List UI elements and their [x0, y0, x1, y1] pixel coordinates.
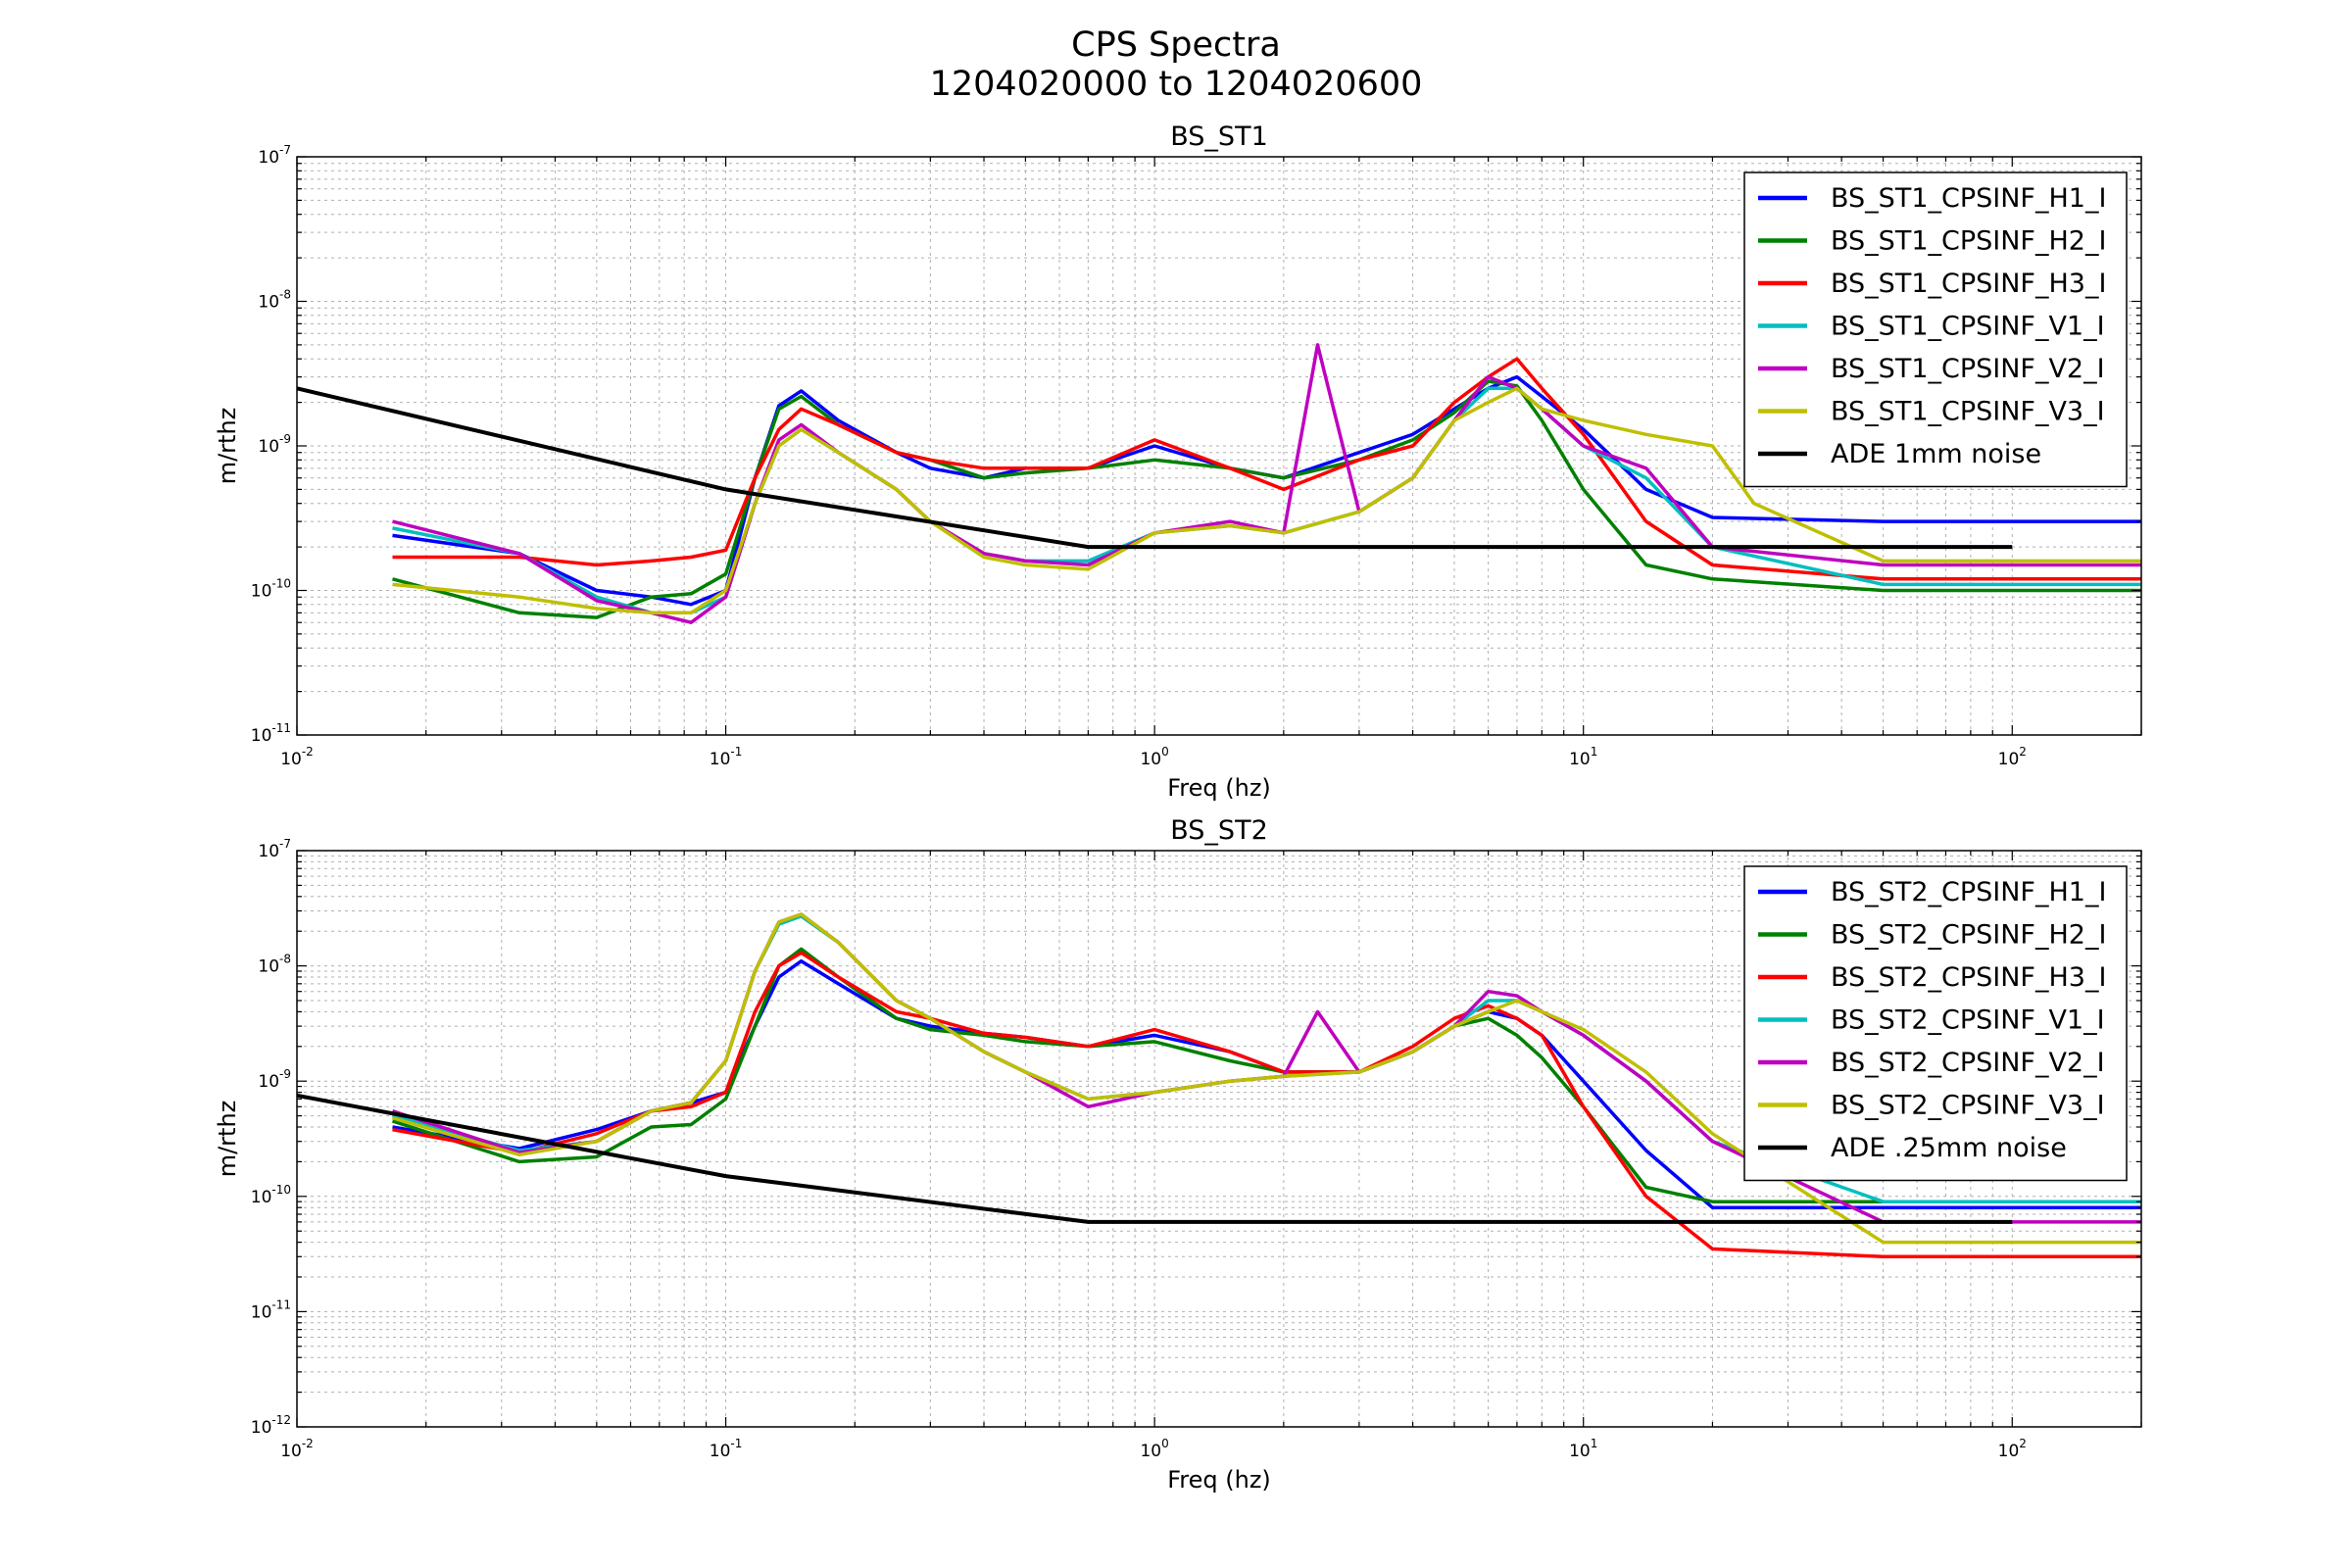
- legend-label: BS_ST2_CPSINF_V3_I: [1831, 1091, 2105, 1121]
- x-tick-label: 100: [1140, 1437, 1168, 1461]
- y-tick-label: 10-7: [258, 837, 291, 861]
- series-group: [297, 912, 2141, 1259]
- plot-panel-2: 10-2 10-1 100 101 102 10-12 10-11 10-10 10-9 10-8…: [214, 815, 2142, 1494]
- y-tick-label: 10-8: [258, 288, 291, 313]
- panel-title: BS_ST1: [1170, 122, 1268, 152]
- legend-label: BS_ST2_CPSINF_V2_I: [1831, 1048, 2105, 1078]
- axes-frame: [296, 850, 2142, 1428]
- legend-label: BS_ST2_CPSINF_H1_I: [1831, 877, 2106, 907]
- x-tick-label: 101: [1569, 745, 1597, 769]
- series-line-BS_ST2_CPSINF_V3_I: [392, 912, 2141, 1245]
- legend-label: BS_ST1_CPSINF_H3_I: [1831, 269, 2106, 299]
- x-tick-label: 10-1: [710, 745, 743, 769]
- legend-label: BS_ST2_CPSINF_H2_I: [1831, 920, 2106, 951]
- x-axis-label: Freq (hz): [1167, 774, 1271, 802]
- x-tick-label: 102: [1998, 1437, 2027, 1461]
- series-line-BS_ST1_CPSINF_H2_I: [392, 379, 2141, 619]
- x-tick-label: 100: [1140, 745, 1168, 769]
- legend-label: BS_ST1_CPSINF_H1_I: [1831, 183, 2106, 214]
- y-axis-label: m/rthz: [214, 1101, 241, 1178]
- y-tick-label: 10-10: [251, 577, 291, 602]
- y-tick-label: 10-11: [251, 721, 291, 746]
- legend-box: [1743, 865, 2128, 1182]
- x-tick-label: 10-2: [280, 1437, 314, 1461]
- legend: BS_ST1_CPSINF_H1_I BS_ST1_CPSINF_H2_I BS_S…: [1743, 172, 2128, 488]
- y-axis-label: m/rthz: [214, 408, 241, 485]
- grid-lines: [296, 157, 2142, 736]
- y-tick-label: 10-9: [258, 432, 291, 457]
- y-tick-label: 10-8: [258, 953, 291, 977]
- x-tick-label: 101: [1569, 1437, 1597, 1461]
- panel-title: BS_ST2: [1170, 815, 1268, 846]
- series-line-ADE 1mm noise: [297, 386, 2013, 550]
- y-tick-label: 10-12: [251, 1413, 291, 1438]
- legend-label: BS_ST1_CPSINF_V2_I: [1831, 354, 2105, 384]
- legend-label: ADE 1mm noise: [1831, 439, 2041, 469]
- legend-label: BS_ST1_CPSINF_V3_I: [1831, 397, 2105, 427]
- legend-label: BS_ST2_CPSINF_H3_I: [1831, 962, 2106, 993]
- legend-label: ADE .25mm noise: [1831, 1133, 2067, 1163]
- series-line-BS_ST2_CPSINF_H3_I: [392, 951, 2141, 1259]
- figure-title-line2: 1204020000 to 1204020600: [929, 65, 1423, 104]
- x-tick-label: 10-2: [280, 745, 314, 769]
- legend-label: BS_ST2_CPSINF_V1_I: [1831, 1005, 2105, 1036]
- legend: BS_ST2_CPSINF_H1_I BS_ST2_CPSINF_H2_I BS_S…: [1743, 865, 2128, 1182]
- legend-label: BS_ST1_CPSINF_H2_I: [1831, 226, 2106, 257]
- plot-panel-1: 10-2 10-1 100 101 102 10-11 10-10 10-9 10-8 10-7 B…: [214, 122, 2142, 802]
- y-tick-label: 10-9: [258, 1067, 291, 1092]
- legend-label: BS_ST1_CPSINF_V1_I: [1831, 312, 2105, 342]
- legend-box: [1743, 172, 2128, 488]
- series-line-BS_ST1_CPSINF_V3_I: [392, 386, 2141, 615]
- series-group: [297, 343, 2141, 624]
- figure-title-line1: CPS Spectra: [1071, 25, 1281, 65]
- x-tick-label: 102: [1998, 745, 2027, 769]
- y-tick-label: 10-10: [251, 1183, 291, 1207]
- x-axis-label: Freq (hz): [1167, 1466, 1271, 1494]
- series-line-ADE .25mm noise: [297, 1093, 2013, 1224]
- x-tick-label: 10-1: [710, 1437, 743, 1461]
- y-tick-label: 10-7: [258, 143, 291, 168]
- y-tick-label: 10-11: [251, 1298, 291, 1322]
